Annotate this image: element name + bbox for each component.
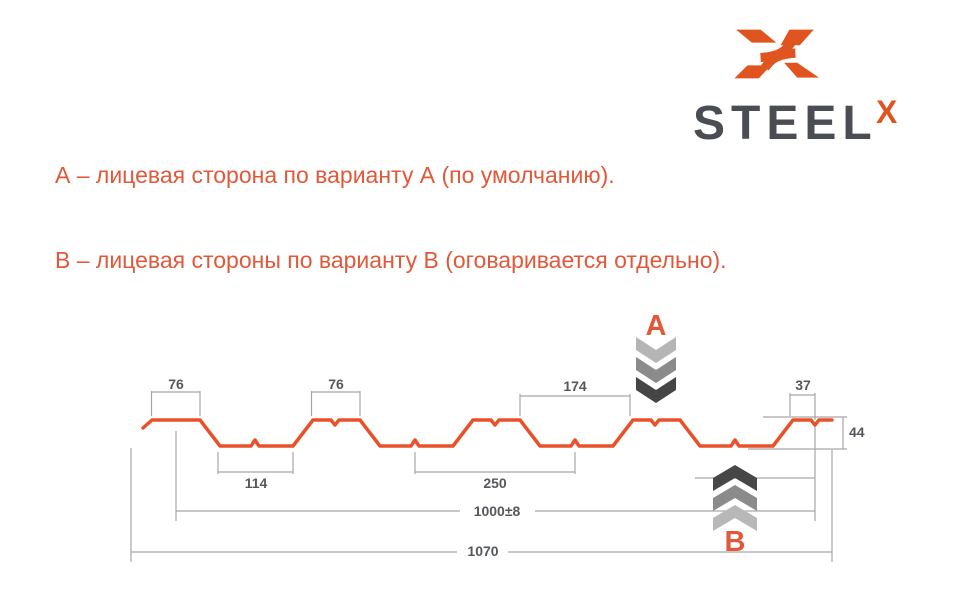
steelx-logo-icon (734, 29, 820, 79)
marker-b: В (713, 465, 757, 558)
label-rib-pitch: 250 (483, 475, 507, 491)
logo-arm-bottom-left (734, 65, 772, 79)
dim-overall-width (130, 448, 833, 562)
logo-s-hook-lower (761, 48, 796, 71)
profile-drawing: А В 76 76 174 37 44 114 250 1000±8 1070 (130, 310, 865, 562)
logo-superscript-x: X (876, 94, 898, 130)
dim-end-crest (789, 393, 816, 420)
marker-a-chevron-mid (636, 357, 676, 383)
marker-a-chevron-light (636, 337, 676, 363)
logo-brand-text: STEEL (693, 97, 878, 150)
dim-crest-width-2 (310, 391, 361, 416)
profile-path (141, 418, 834, 448)
marker-a: А (636, 310, 676, 403)
note-variant-a: А – лицевая сторона по варианту А (по ум… (55, 162, 615, 188)
dim-profile-height (748, 416, 847, 450)
logo-arm-top-left (736, 29, 777, 43)
marker-b-chevron-light (713, 505, 757, 531)
marker-a-chevron-dark (636, 377, 676, 403)
marker-b-letter: В (725, 526, 746, 558)
dim-trough-width (217, 452, 294, 474)
label-end-crest: 37 (795, 377, 811, 393)
label-working-width: 1000±8 (474, 503, 521, 519)
label-crest-width-2: 76 (328, 376, 344, 392)
dimension-lines (130, 391, 847, 562)
dim-crest-gap (519, 394, 631, 416)
label-trough-width: 114 (245, 475, 268, 491)
marker-b-chevron-dark (713, 465, 757, 491)
dim-crest-width-1 (150, 391, 201, 416)
label-crest-gap: 174 (563, 378, 587, 394)
label-profile-height: 44 (849, 424, 865, 440)
dim-working-width (175, 423, 816, 521)
dim-rib-pitch (414, 452, 576, 474)
note-variant-b: В – лицевая стороны по варианту В (огова… (55, 247, 727, 273)
logo-arm-bottom-right (784, 62, 820, 78)
label-crest-width-1: 76 (168, 376, 184, 392)
marker-b-chevron-mid (713, 485, 757, 511)
label-overall-width: 1070 (467, 543, 498, 559)
marker-a-letter: А (646, 310, 667, 342)
dimension-labels: 76 76 174 37 44 114 250 1000±8 1070 (168, 376, 865, 559)
